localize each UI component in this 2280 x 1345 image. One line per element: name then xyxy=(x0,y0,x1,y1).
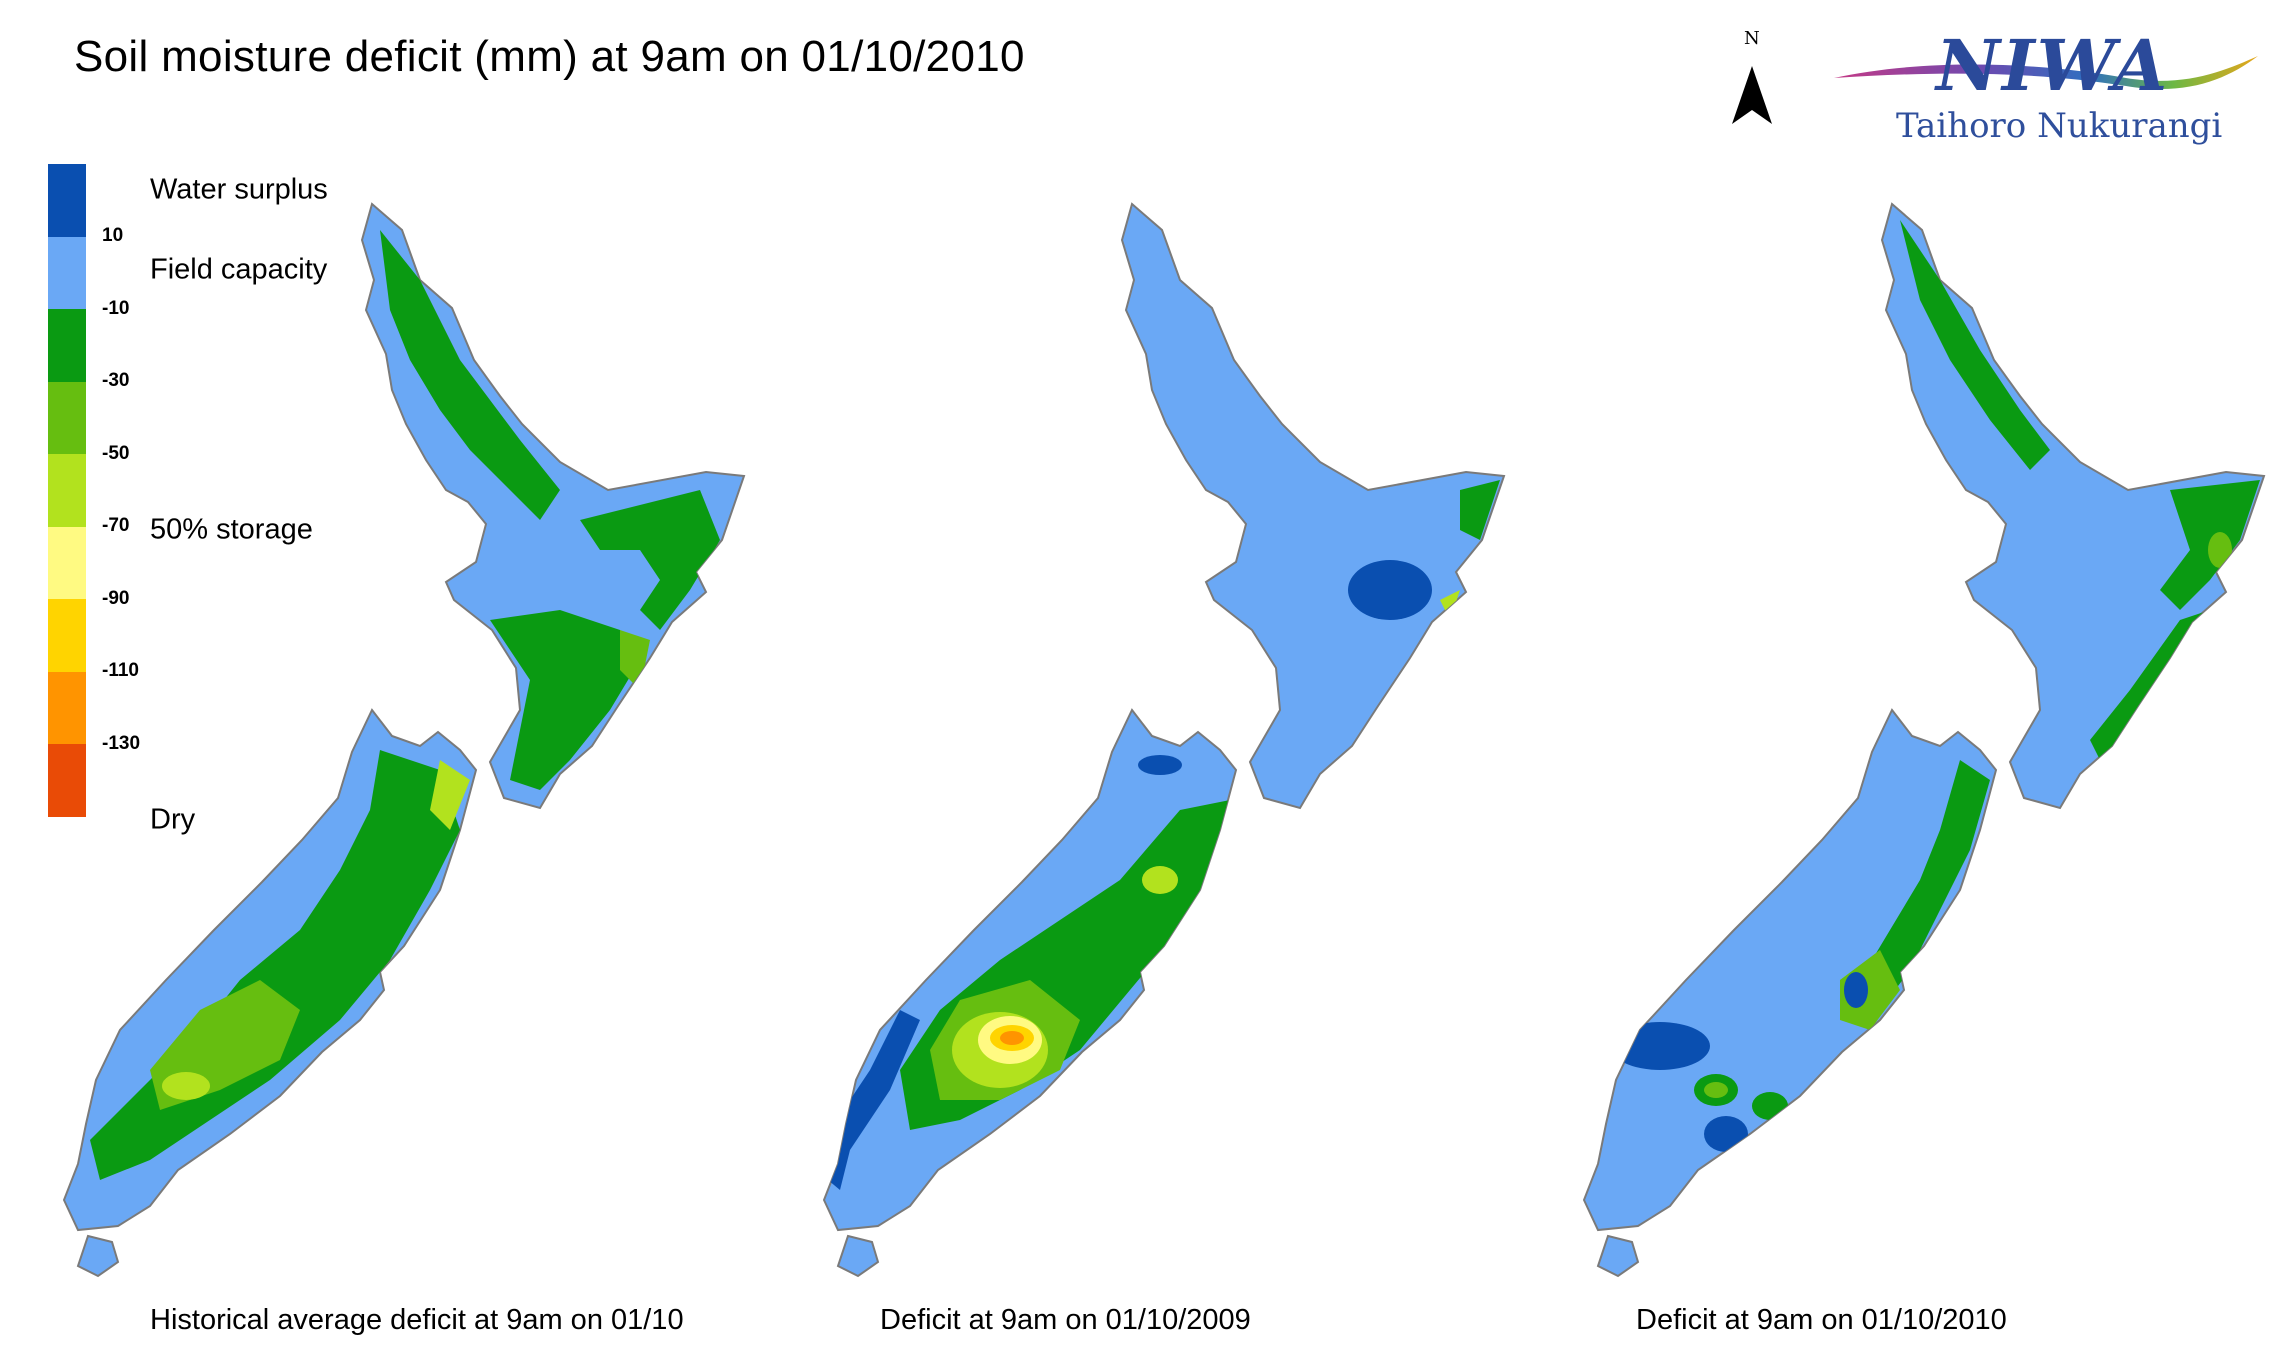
nz-map-2009 xyxy=(822,202,1506,1278)
legend-tick: -50 xyxy=(102,443,130,464)
logo-text: NIWA xyxy=(1936,24,2170,107)
map-2009 xyxy=(760,190,1520,1290)
legend-tick: 10 xyxy=(102,225,124,246)
caption-2010: Deficit at 9am on 01/10/2010 xyxy=(1636,1304,2007,1336)
legend: 10 -10 -30 -50 -70 -90 -110 -130 Water s… xyxy=(48,164,378,836)
map-historical-average xyxy=(0,190,760,1290)
legend-label-50-storage: 50% storage xyxy=(150,513,313,546)
legend-tick: -130 xyxy=(102,733,141,754)
map-title: Soil moisture deficit (mm) at 9am on 01/… xyxy=(74,32,1025,81)
niwa-logo: NIWA Taihoro Nukurangi xyxy=(1826,20,2266,160)
legend-label-field-capacity: Field capacity xyxy=(150,253,328,286)
legend-swatch xyxy=(48,671,86,744)
legend-label-dry: Dry xyxy=(150,803,196,836)
legend-tick: -110 xyxy=(102,660,139,681)
legend-swatch xyxy=(48,599,86,672)
north-arrow: N xyxy=(1728,28,1776,128)
legend-tick: -30 xyxy=(102,370,130,391)
north-letter: N xyxy=(1744,28,1760,49)
map-2010 xyxy=(1520,190,2280,1290)
legend-tick: -70 xyxy=(102,515,130,536)
legend-swatch xyxy=(48,744,86,817)
legend-color-bar xyxy=(48,164,86,817)
legend-label-water-surplus: Water surplus xyxy=(150,173,328,206)
legend-tick: -90 xyxy=(102,588,130,609)
nz-map-2010 xyxy=(1582,202,2266,1278)
caption-historical: Historical average deficit at 9am on 01/… xyxy=(150,1304,684,1336)
legend-swatch xyxy=(48,309,86,382)
logo-tagline: Taihoro Nukurangi xyxy=(1896,106,2223,146)
north-arrow-icon xyxy=(1732,66,1772,124)
legend-swatch xyxy=(48,236,86,309)
legend-swatch xyxy=(48,381,86,454)
legend-swatch xyxy=(48,164,86,237)
legend-swatch xyxy=(48,526,86,599)
niwa-swoosh-icon xyxy=(1834,56,2258,90)
caption-2009: Deficit at 9am on 01/10/2009 xyxy=(880,1304,1251,1336)
legend-tick: -10 xyxy=(102,298,130,319)
nz-map-historical xyxy=(62,202,746,1278)
legend-swatch xyxy=(48,454,86,527)
